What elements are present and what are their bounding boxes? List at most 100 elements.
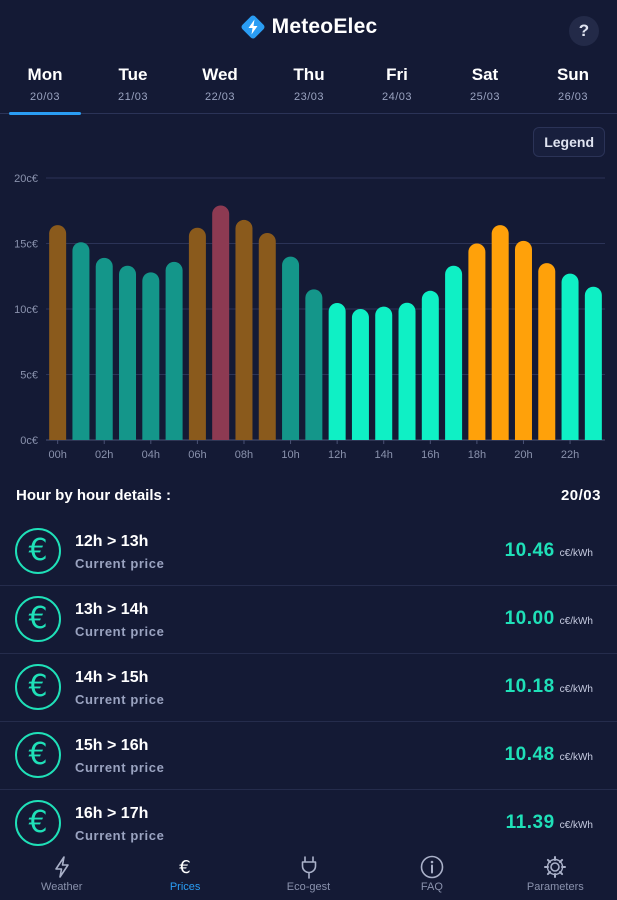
bar bbox=[491, 225, 509, 440]
bar bbox=[49, 225, 67, 440]
price-value: 10.00 bbox=[504, 608, 555, 629]
bar bbox=[165, 261, 183, 440]
tab-day-name: Wed bbox=[202, 65, 238, 84]
hour-price: 11.39 c€/kWh bbox=[506, 812, 593, 834]
bar bbox=[188, 227, 206, 440]
tab-day-date: 20/03 bbox=[29, 91, 61, 103]
price-value: 10.18 bbox=[504, 676, 555, 697]
nav-weather[interactable]: Weather bbox=[0, 848, 123, 900]
bar bbox=[421, 290, 439, 440]
gear-icon bbox=[544, 856, 567, 878]
hour-subtitle: Current price bbox=[75, 624, 165, 639]
hour-price: 10.18 c€/kWh bbox=[505, 676, 593, 698]
list-item[interactable]: € 12h > 13h Current price 10.46 c€/kWh bbox=[0, 518, 617, 586]
x-tick-label: 08h bbox=[235, 449, 253, 461]
tab-thu[interactable]: Thu 23/03 bbox=[273, 62, 345, 114]
tab-day-date: 22/03 bbox=[204, 91, 236, 103]
tab-sun[interactable]: Sun 26/03 bbox=[537, 62, 609, 114]
bar bbox=[351, 309, 369, 440]
list-item[interactable]: € 15h > 16h Current price 10.48 c€/kWh bbox=[0, 722, 617, 790]
price-unit: c€/kWh bbox=[559, 548, 593, 559]
tab-fri[interactable]: Fri 24/03 bbox=[361, 62, 433, 114]
app-header: MeteoElec ? bbox=[0, 0, 617, 60]
y-tick-label: 5c€ bbox=[20, 370, 38, 382]
euro-icon: € bbox=[179, 857, 190, 878]
tab-mon[interactable]: Mon 20/03 bbox=[9, 62, 81, 115]
nav-label: Weather bbox=[41, 881, 83, 893]
app-title: MeteoElec bbox=[271, 15, 378, 38]
bar bbox=[538, 263, 556, 440]
bar bbox=[398, 302, 416, 440]
bar bbox=[375, 306, 393, 440]
tab-day-name: Tue bbox=[118, 65, 148, 84]
y-tick-label: 20c€ bbox=[14, 173, 38, 185]
x-tick-label: 16h bbox=[421, 449, 439, 461]
legend-button[interactable]: Legend bbox=[533, 127, 605, 157]
hour-range: 15h > 16h bbox=[75, 737, 149, 754]
y-tick-label: 10c€ bbox=[14, 304, 38, 316]
details-header: Hour by hour details : 20/03 bbox=[16, 487, 601, 507]
x-tick-label: 14h bbox=[375, 449, 393, 461]
bar bbox=[119, 265, 137, 440]
x-tick-label: 04h bbox=[142, 449, 160, 461]
details-title: Hour by hour details : bbox=[16, 487, 172, 504]
tab-day-date: 23/03 bbox=[293, 91, 325, 103]
nav-label: Parameters bbox=[526, 881, 584, 893]
day-tabs: Mon 20/03 Tue 21/03 Wed 22/03 Thu 23/03 … bbox=[0, 62, 617, 115]
nav-faq[interactable]: FAQ bbox=[370, 848, 493, 900]
bar bbox=[561, 273, 579, 440]
list-item[interactable]: € 16h > 17h Current price 11.39 c€/kWh bbox=[0, 790, 617, 858]
y-tick-label: 15c€ bbox=[14, 239, 38, 251]
details-date: 20/03 bbox=[560, 487, 601, 504]
tab-day-name: Sun bbox=[556, 65, 590, 84]
bar bbox=[72, 242, 90, 440]
bar bbox=[328, 302, 346, 440]
bar bbox=[584, 286, 602, 440]
nav-label: Prices bbox=[169, 881, 201, 893]
nav-parameters[interactable]: Parameters bbox=[494, 848, 617, 900]
nav-label: FAQ bbox=[420, 881, 443, 893]
tab-tue[interactable]: Tue 21/03 bbox=[97, 62, 169, 114]
tab-wed[interactable]: Wed 22/03 bbox=[184, 62, 256, 114]
help-button[interactable]: ? bbox=[569, 16, 599, 46]
tab-day-name: Thu bbox=[293, 65, 325, 84]
bolt-icon bbox=[54, 856, 69, 878]
hour-range: 14h > 15h bbox=[75, 669, 149, 686]
tab-day-date: 24/03 bbox=[381, 91, 413, 103]
price-list: € 12h > 13h Current price 10.46 c€/kWh €… bbox=[0, 518, 617, 858]
x-tick-label: 20h bbox=[514, 449, 532, 461]
bar bbox=[258, 233, 276, 440]
euro-icon: € bbox=[15, 664, 61, 710]
bar bbox=[212, 205, 230, 440]
nav-prices[interactable]: € Prices bbox=[123, 848, 246, 900]
bar bbox=[95, 257, 113, 440]
list-item[interactable]: € 13h > 14h Current price 10.00 c€/kWh bbox=[0, 586, 617, 654]
euro-icon: € bbox=[15, 596, 61, 642]
tab-day-date: 25/03 bbox=[469, 91, 501, 103]
y-tick-label: 0c€ bbox=[20, 435, 38, 447]
hour-price: 10.00 c€/kWh bbox=[505, 608, 593, 630]
nav-eco-gest[interactable]: Eco-gest bbox=[247, 848, 370, 900]
tab-day-name: Sat bbox=[471, 65, 499, 84]
lightning-logo-icon bbox=[241, 15, 265, 39]
bar bbox=[305, 289, 323, 440]
bar bbox=[468, 243, 486, 440]
price-unit: c€/kWh bbox=[559, 616, 593, 627]
hour-range: 13h > 14h bbox=[75, 601, 149, 618]
price-unit: c€/kWh bbox=[559, 820, 593, 831]
price-unit: c€/kWh bbox=[559, 752, 593, 763]
hour-subtitle: Current price bbox=[75, 692, 165, 707]
bar bbox=[142, 272, 160, 440]
bar bbox=[445, 265, 463, 440]
price-value: 11.39 bbox=[505, 812, 555, 833]
x-tick-label: 00h bbox=[48, 449, 66, 461]
svg-text:€: € bbox=[179, 857, 190, 878]
bar bbox=[282, 256, 300, 440]
price-chart-svg: 0c€ 5c€ 10c€ 15c€ 20c€ 00h 02h 04h 06h 08h 10h 12h 1… bbox=[14, 173, 605, 461]
list-item[interactable]: € 14h > 15h Current price 10.18 c€/kWh bbox=[0, 654, 617, 722]
bar bbox=[514, 240, 532, 440]
tab-day-name: Fri bbox=[386, 65, 408, 84]
info-icon bbox=[420, 855, 444, 879]
tab-sat[interactable]: Sat 25/03 bbox=[449, 62, 521, 114]
x-tick-label: 06h bbox=[188, 449, 206, 461]
